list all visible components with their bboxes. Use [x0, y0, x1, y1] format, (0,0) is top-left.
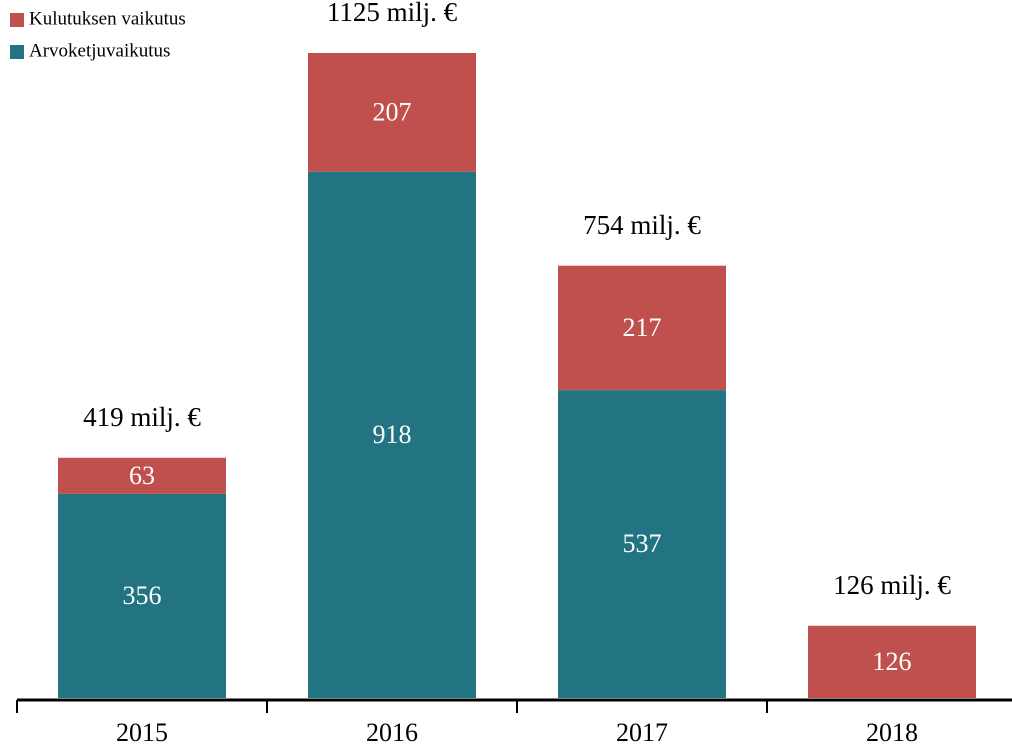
bar-segment: [308, 171, 476, 698]
total-label: 1125 milj. €: [327, 0, 458, 27]
segment-label: 126: [873, 647, 912, 676]
bar-segment: [558, 265, 726, 391]
total-label: 754 milj. €: [583, 210, 701, 240]
legend-swatch: [10, 13, 24, 27]
bar-segment: [808, 625, 976, 698]
x-tick-label: 2015: [116, 718, 168, 747]
total-label: 419 milj. €: [83, 402, 201, 432]
bar-segment: [58, 493, 226, 698]
x-tick-label: 2017: [616, 718, 668, 747]
segment-label: 63: [129, 461, 155, 490]
segment-label: 207: [373, 97, 412, 126]
total-label: 126 milj. €: [833, 570, 951, 600]
bar-segment: [558, 390, 726, 698]
bar-segment: [308, 53, 476, 172]
legend-label: Kulutuksen vaikutus: [29, 8, 186, 29]
segment-label: 356: [123, 581, 162, 610]
segment-label: 918: [373, 420, 412, 449]
bar-segment: [58, 457, 226, 494]
segment-label: 537: [623, 529, 662, 558]
segment-label: 217: [623, 313, 662, 342]
x-tick-label: 2018: [866, 718, 918, 747]
x-tick-label: 2016: [366, 718, 418, 747]
legend-label: Arvoketjuvaikutus: [29, 40, 170, 61]
legend-swatch: [10, 45, 24, 59]
